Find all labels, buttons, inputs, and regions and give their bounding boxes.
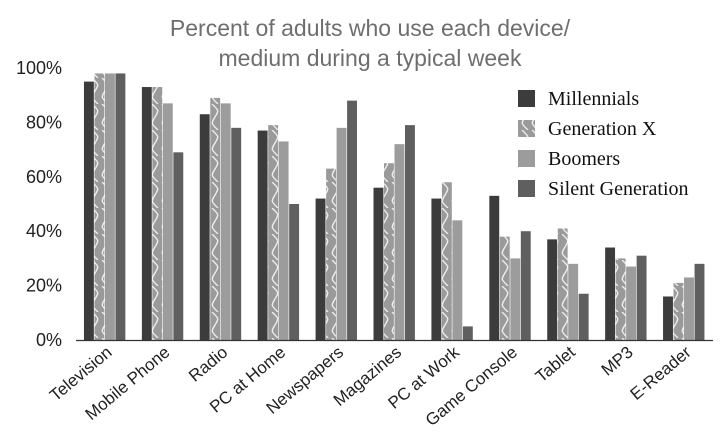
bar-generation-x [615,258,626,340]
bar-millennials [83,81,94,340]
bar-generation-x [152,87,163,340]
bar-millennials [315,198,326,340]
x-tick-label: Radio [185,343,231,386]
legend: Millennials Generation X Boomers Silent Gen… [518,88,689,200]
y-tick-label: 100% [16,58,62,78]
bar-generation-x [499,236,510,340]
legend-label: Generation X [548,118,657,140]
bar-silent-generation [347,100,357,340]
y-tick-label: 80% [26,112,62,132]
bar-generation-x [557,228,568,340]
bar-boomers [626,266,637,340]
x-tick-label: E-Reader [627,342,695,404]
bar-generation-x [673,282,684,340]
y-axis: 0% 20% 40% 60% 80% 100% [16,58,62,350]
bar-silent-generation [462,326,473,340]
chart-title-line-1: Percent of adults who use each device/ [170,15,571,41]
legend-label: Millennials [548,88,639,110]
bar-generation-x [326,168,336,340]
bar-boomers [278,141,289,340]
bar-millennials [605,247,616,340]
bar-boomers [452,220,463,340]
y-tick-label: 0% [36,330,62,350]
bar-millennials [141,87,152,340]
bar-millennials [199,114,210,341]
bar-silent-generation [520,231,531,340]
bar-silent-generation [405,125,415,341]
bar-generation-x [94,73,105,340]
bars [83,73,705,341]
y-tick-label: 60% [26,167,62,187]
bar-boomers [510,258,521,340]
bar-generation-x [441,182,452,340]
bar-silent-generation [231,127,242,340]
y-tick-label: 40% [26,221,62,241]
legend-label: Boomers [548,148,620,170]
bar-silent-generation [636,255,647,340]
bar-millennials [489,195,500,340]
bar-generation-x [210,97,221,340]
bar-silent-generation [578,293,589,340]
legend-swatch [518,120,535,137]
legend-swatch [518,90,535,107]
x-tick-label: MP3 [598,343,637,380]
bar-millennials [257,130,268,340]
legend-swatch [518,180,535,197]
bar-generation-x [384,163,394,340]
bar-silent-generation [289,204,300,340]
bar-silent-generation [115,73,126,340]
bar-boomers [336,127,347,340]
x-tick-label: Tablet [532,342,579,386]
bar-boomers [394,144,405,340]
legend-label: Silent Generation [548,178,689,200]
bar-boomers [568,263,579,340]
bar-millennials [547,239,558,340]
bar-millennials [373,187,384,340]
bar-silent-generation [694,263,705,340]
bar-millennials [663,296,673,340]
bar-boomers [162,103,173,340]
bar-millennials [431,198,442,340]
bar-silent-generation [173,152,184,340]
bar-boomers [220,103,231,340]
legend-swatch [518,150,535,167]
bar-boomers [104,73,115,340]
bar-generation-x [268,125,279,341]
y-tick-label: 20% [26,276,62,296]
chart-title-line-2: medium during a typical week [219,45,522,71]
bar-boomers [684,277,694,340]
